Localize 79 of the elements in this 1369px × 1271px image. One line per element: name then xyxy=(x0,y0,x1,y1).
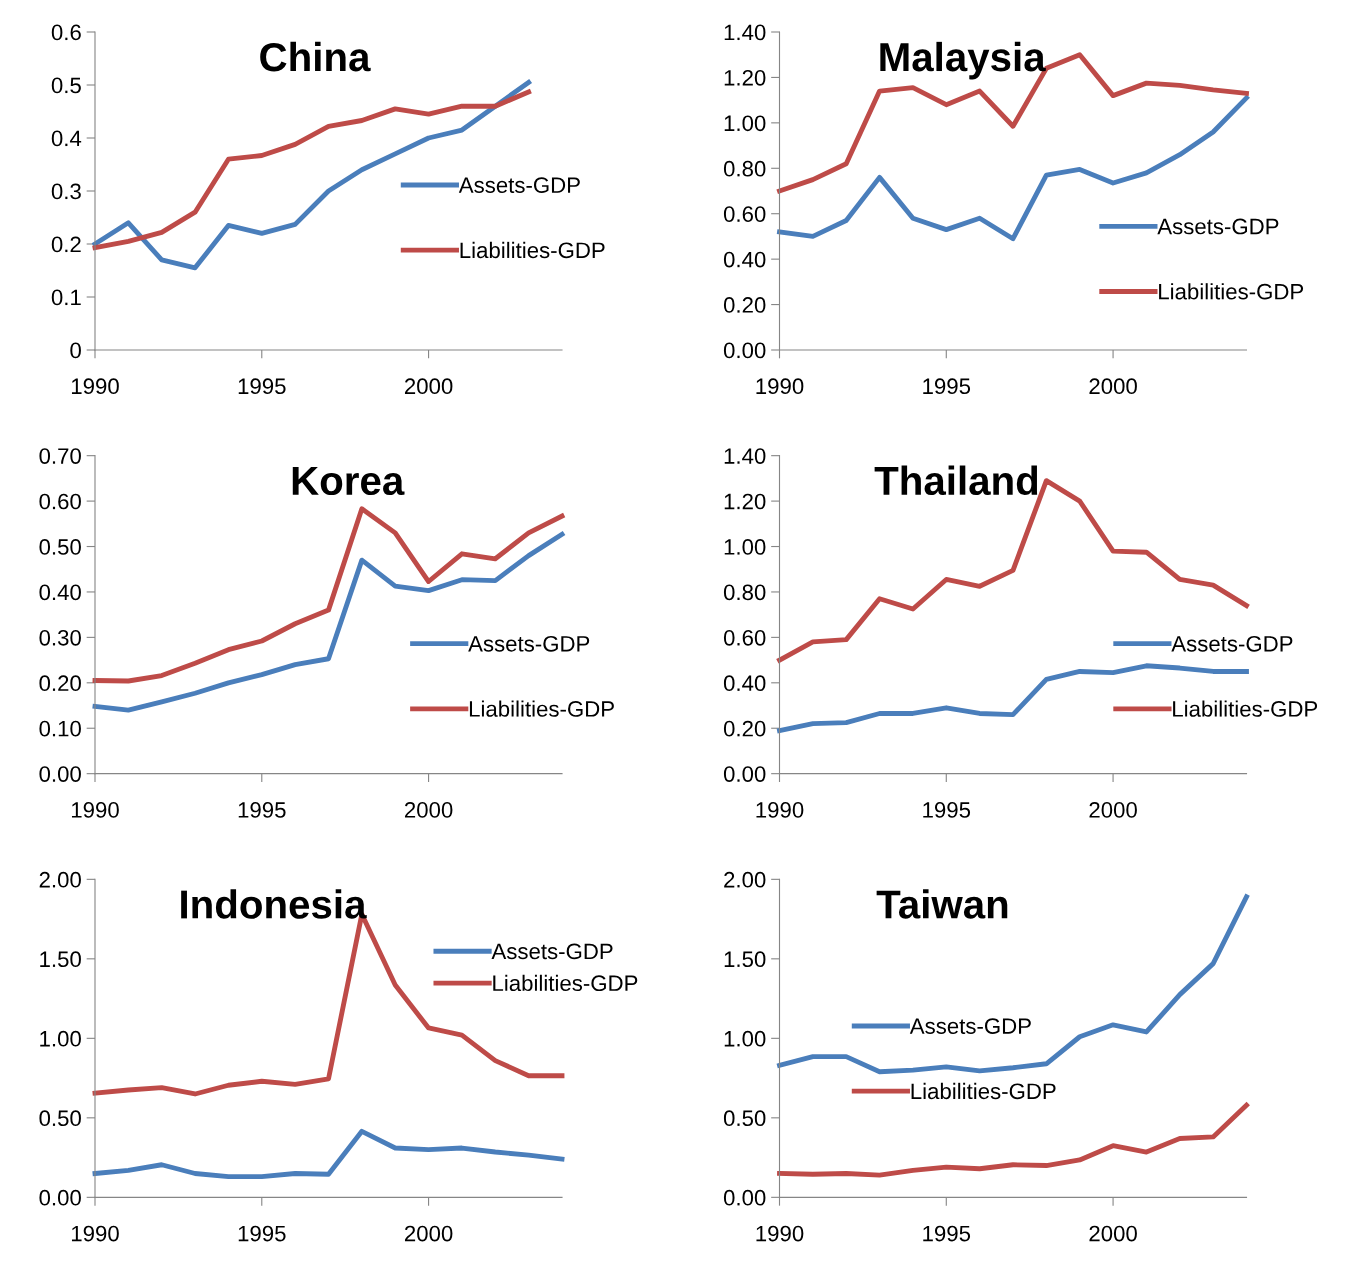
x-tick-label: 2000 xyxy=(404,378,453,395)
y-tick-label: 0.20 xyxy=(723,720,766,737)
x-tick-label: 2000 xyxy=(1089,378,1137,395)
legend-label: Assets-GDP xyxy=(468,635,590,652)
y-tick-label: 1.00 xyxy=(724,539,766,555)
chart-title: Korea xyxy=(292,466,405,496)
x-tick-label: 1995 xyxy=(238,378,286,395)
y-tick-label: 0.60 xyxy=(39,493,81,510)
y-tick-label: 0.60 xyxy=(723,629,766,646)
line-series xyxy=(777,1102,1249,1178)
legend-label: Assets-GDP xyxy=(491,943,613,960)
y-tick-label: 0.00 xyxy=(39,766,81,782)
x-tick-label: 2000 xyxy=(1089,1225,1137,1242)
chart-title: Malaysia xyxy=(880,41,1046,80)
y-tick-label: 1.20 xyxy=(724,493,766,510)
y-tick-label: 1.50 xyxy=(724,951,766,968)
x-tick-label: 1990 xyxy=(756,802,804,818)
x-tick-label: 2000 xyxy=(1089,802,1137,818)
x-tick-label: 1990 xyxy=(71,802,119,818)
legend-label: Assets-GDP xyxy=(909,1018,1031,1034)
legend-label: Assets-GDP xyxy=(1157,218,1279,235)
y-tick-label: 0.50 xyxy=(39,539,81,555)
y-tick-label: 0.6 xyxy=(51,24,81,41)
y-tick-label: 1.00 xyxy=(40,1030,81,1047)
y-tick-label: 0.60 xyxy=(723,206,766,222)
chart-title: Taiwan xyxy=(876,889,1008,919)
y-tick-label: 0.00 xyxy=(39,1189,81,1206)
line-series xyxy=(92,1128,565,1180)
y-tick-label: 0.00 xyxy=(723,766,766,782)
y-tick-label: 0.80 xyxy=(723,160,766,177)
legend-label: Liabilities-GDP xyxy=(493,974,638,992)
x-tick-label: 1990 xyxy=(71,1225,119,1242)
y-tick-label: 0 xyxy=(70,342,81,359)
legend-label: Assets-GDP xyxy=(1171,635,1293,652)
x-tick-label: 1995 xyxy=(923,1225,971,1242)
x-tick-label: 1995 xyxy=(923,802,971,818)
y-tick-label: 2.00 xyxy=(39,871,81,888)
chart-title: China xyxy=(260,41,371,72)
y-tick-label: 0.40 xyxy=(723,675,766,692)
y-tick-label: 0.30 xyxy=(39,629,81,646)
y-tick-label: 1.50 xyxy=(40,951,81,968)
legend-label: Liabilities-GDP xyxy=(911,1082,1056,1100)
y-tick-label: 0.00 xyxy=(723,342,766,359)
y-tick-label: 0.3 xyxy=(51,183,81,200)
y-tick-label: 0.70 xyxy=(39,448,81,464)
legend-label: Liabilities-GDP xyxy=(460,241,605,259)
y-tick-label: 2.00 xyxy=(724,871,766,888)
legend-label: Liabilities-GDP xyxy=(469,700,614,717)
y-tick-label: 0.20 xyxy=(39,675,81,692)
x-tick-label: 1990 xyxy=(756,378,804,395)
y-tick-label: 0.10 xyxy=(39,720,81,737)
y-tick-label: 0.4 xyxy=(51,130,82,147)
y-tick-label: 0.20 xyxy=(723,297,766,313)
y-tick-label: 0.50 xyxy=(39,1110,81,1127)
legend-label: Assets-GDP xyxy=(458,177,580,194)
y-tick-label: 0.40 xyxy=(39,584,81,601)
x-tick-label: 1995 xyxy=(923,378,971,395)
x-tick-label: 1995 xyxy=(238,1225,286,1242)
y-tick-label: 0.1 xyxy=(51,289,81,306)
y-tick-label: 0.50 xyxy=(723,1110,766,1127)
x-tick-label: 2000 xyxy=(404,802,453,818)
y-tick-label: 0.40 xyxy=(723,251,766,268)
y-tick-label: 1.00 xyxy=(724,115,766,132)
x-tick-label: 2000 xyxy=(404,1225,453,1242)
chart-title: Thailand xyxy=(874,465,1038,496)
x-tick-label: 1995 xyxy=(238,802,286,818)
legend-label: Liabilities-GDP xyxy=(1173,700,1318,717)
y-tick-label: 1.40 xyxy=(724,448,766,464)
y-tick-label: 1.00 xyxy=(724,1030,766,1047)
x-tick-label: 1990 xyxy=(71,378,119,395)
y-tick-label: 1.40 xyxy=(724,24,766,41)
y-tick-label: 0.5 xyxy=(51,77,81,94)
y-tick-label: 0.2 xyxy=(51,236,81,253)
x-tick-label: 1990 xyxy=(756,1225,804,1242)
y-tick-label: 0.00 xyxy=(723,1189,766,1206)
y-tick-label: 0.80 xyxy=(723,584,766,601)
legend-label: Liabilities-GDP xyxy=(1159,283,1304,300)
y-tick-label: 1.20 xyxy=(724,69,766,86)
chart-title: Indonesia xyxy=(181,889,367,919)
